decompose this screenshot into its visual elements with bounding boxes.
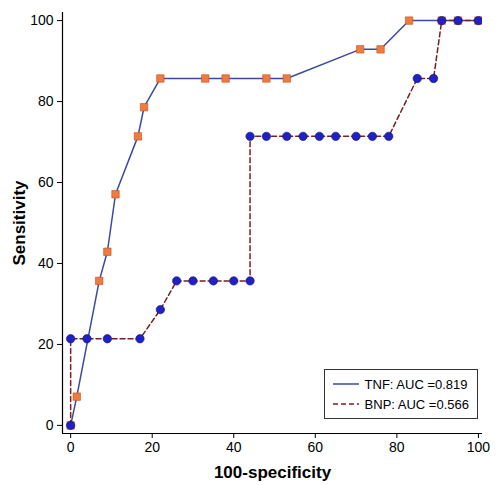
svg-text:100: 100 (467, 439, 491, 455)
svg-text:20: 20 (144, 439, 160, 455)
svg-text:100-specificity: 100-specificity (214, 463, 332, 482)
svg-text:40: 40 (38, 255, 54, 271)
svg-text:60: 60 (308, 439, 324, 455)
svg-text:60: 60 (38, 174, 54, 190)
svg-text:40: 40 (226, 439, 242, 455)
svg-text:0: 0 (67, 439, 75, 455)
svg-text:80: 80 (389, 439, 405, 455)
svg-text:0: 0 (46, 417, 54, 433)
html-text:TNF: AUC =0.819: TNF: AUC =0.819 (364, 376, 468, 392)
svg-text:80: 80 (38, 93, 54, 109)
svg-text:100: 100 (30, 12, 54, 28)
html-text:BNP: AUC =0.566: BNP: AUC =0.566 (364, 396, 469, 412)
svg-text:Sensitivity: Sensitivity (10, 180, 29, 266)
svg-text:20: 20 (38, 336, 54, 352)
